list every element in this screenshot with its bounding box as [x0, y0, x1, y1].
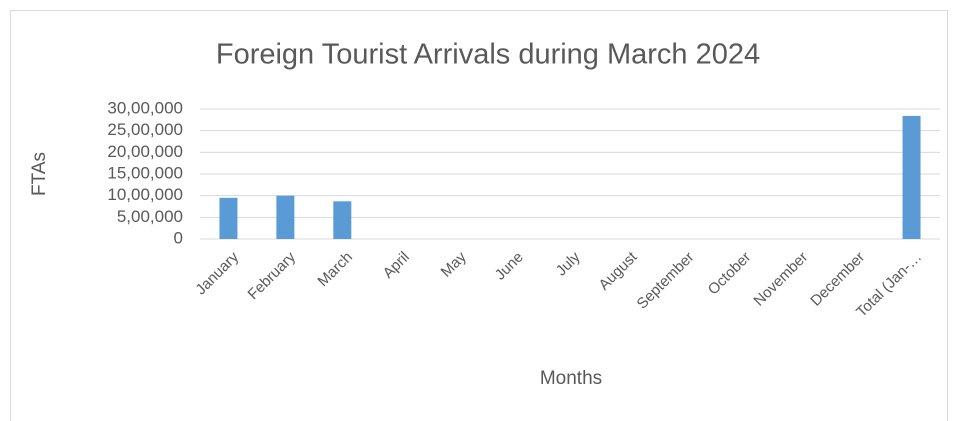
y-tick-label: 30,00,000 — [107, 98, 183, 117]
y-tick-label: 5,00,000 — [117, 207, 183, 226]
chart-title: Foreign Tourist Arrivals during March 20… — [216, 39, 760, 71]
bar — [902, 115, 921, 239]
bar — [219, 197, 238, 239]
bar — [333, 201, 352, 239]
y-tick-label: 25,00,000 — [107, 120, 183, 139]
chart-border — [10, 10, 948, 421]
y-tick-label: 20,00,000 — [107, 142, 183, 161]
bar — [276, 195, 295, 239]
y-tick-label: 10,00,000 — [107, 185, 183, 204]
y-tick-label: 15,00,000 — [107, 163, 183, 182]
y-axis-title: FTAs — [29, 152, 50, 196]
y-tick-label: 0 — [174, 228, 183, 247]
x-axis-title: Months — [540, 368, 602, 389]
